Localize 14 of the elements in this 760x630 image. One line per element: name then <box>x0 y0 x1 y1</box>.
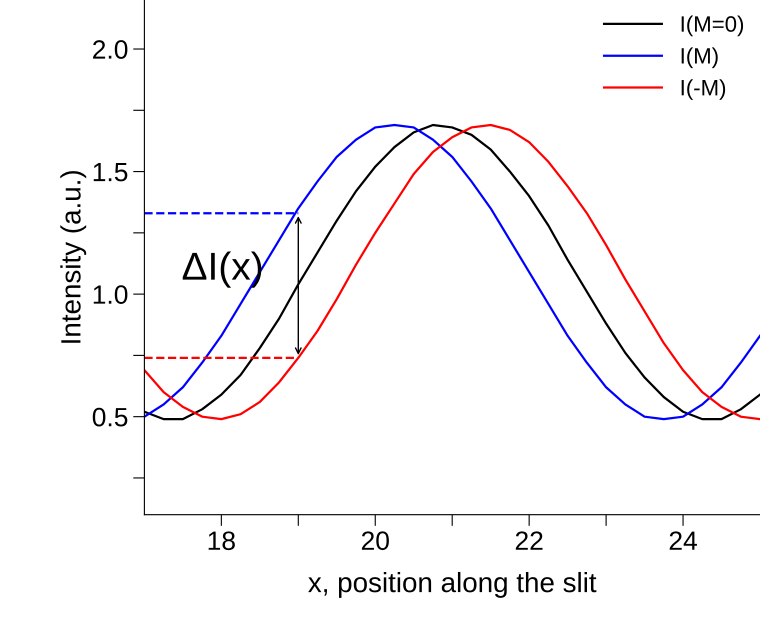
legend-label: I(-M) <box>682 79 726 100</box>
y-axis-title: Intensity (a.u.) <box>60 171 86 343</box>
y-tick-label: 0.5 <box>92 408 128 426</box>
x-tick-label: 20 <box>362 531 389 550</box>
x-axis-title: x, position along the slit <box>308 572 596 598</box>
x-tick-label: 18 <box>208 531 235 550</box>
x-tick-label: 22 <box>516 531 543 550</box>
annotation: ΔI(x) <box>182 251 262 288</box>
y-tick-label: 1.5 <box>94 162 128 182</box>
x-tick-label: 24 <box>670 531 697 550</box>
legend-label: I(M=0) <box>682 16 744 36</box>
y-tick-label: 2.0 <box>93 40 128 59</box>
y-tick-label: 1.0 <box>94 285 128 304</box>
legend-label: I(M) <box>682 47 718 68</box>
